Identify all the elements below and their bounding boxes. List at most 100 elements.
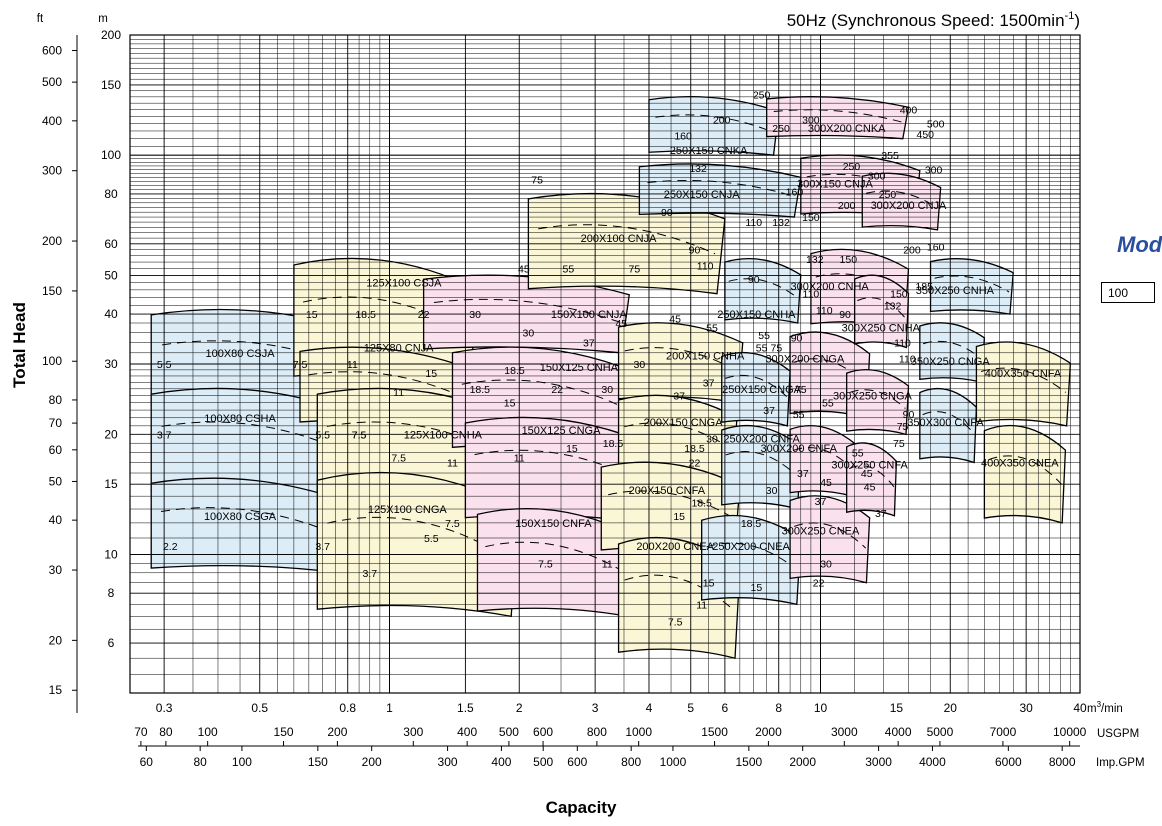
pump-model-label: 300X250 CNFA — [831, 460, 908, 472]
pump-model-label: 350X250 CNGA — [911, 356, 991, 368]
motor-power-label: 450 — [916, 129, 934, 141]
impeller-curve-21 — [706, 542, 797, 570]
motor-power-label: 7.5 — [352, 429, 367, 441]
pump-model-label: 250X200 CNFA — [723, 434, 800, 446]
pump-model-label: 100X80 CSJA — [205, 348, 275, 360]
pump-model-label: 100X80 CSGA — [204, 511, 277, 523]
motor-power-label: 15 — [751, 582, 763, 594]
pump-model-label: 400X350 CNFA — [985, 368, 1062, 380]
motor-power-label: 75 — [897, 421, 909, 433]
motor-power-label: 37 — [797, 468, 809, 480]
motor-power-label: 15 — [703, 578, 715, 590]
motor-power-label: 75 — [795, 384, 807, 396]
pump-model-label: 300X250 CNHA — [842, 323, 921, 335]
impgpm-tick-label: 800 — [621, 755, 641, 769]
motor-power-label: 37 — [703, 377, 715, 389]
ft-tick-label: 70 — [49, 416, 63, 430]
motor-power-label: 90 — [903, 409, 915, 421]
impeller-curve-26 — [793, 447, 852, 469]
motor-power-label: 132 — [689, 163, 707, 175]
usgpm-tick-label: 3000 — [831, 725, 858, 739]
pump-model-label: 350X300 CNFA — [907, 417, 984, 429]
impgpm-tick-label: 6000 — [995, 755, 1022, 769]
motor-power-label: 132 — [884, 301, 902, 313]
motor-power-label: 15 — [425, 368, 437, 380]
motor-power-label: 160 — [786, 187, 804, 199]
motor-power-label: 300 — [925, 165, 943, 177]
motor-power-label: 15 — [673, 511, 685, 523]
motor-power-label: 200 — [838, 200, 856, 212]
motor-power-label: 11 — [447, 458, 458, 470]
x-tick-label: 2 — [516, 701, 523, 715]
motor-power-label: 37 — [673, 391, 685, 403]
motor-power-label: 30 — [766, 485, 778, 497]
pump-model-label: 150X125 CNHA — [540, 362, 619, 374]
motor-power-label: 7.5 — [445, 518, 460, 530]
m-tick-label: 20 — [104, 427, 118, 441]
usgpm-tick-label: 7000 — [990, 725, 1017, 739]
motor-power-label: 18.5 — [691, 497, 712, 509]
ft-tick-label: 40 — [49, 513, 63, 527]
motor-power-label: 5.5 — [424, 533, 439, 545]
usgpm-tick-label: 1000 — [625, 725, 652, 739]
ft-tick-label: 150 — [42, 284, 62, 298]
ft-tick-label: 200 — [42, 234, 62, 248]
usgpm-tick-label: 70 — [134, 725, 148, 739]
ft-tick-label: 60 — [49, 443, 63, 457]
impgpm-tick-label: 8000 — [1049, 755, 1076, 769]
motor-power-label: 55 — [758, 330, 770, 342]
motor-power-label: 45 — [864, 482, 876, 494]
impeller-curve-8 — [461, 379, 631, 411]
motor-power-label: 250 — [772, 123, 790, 135]
impeller-curve-9 — [474, 449, 641, 482]
motor-power-label: 150 — [840, 254, 858, 266]
m-tick-label: 150 — [101, 78, 121, 92]
motor-power-label: 185 — [915, 281, 933, 293]
motor-power-label: 90 — [689, 245, 701, 257]
impgpm-tick-label: 100 — [232, 755, 252, 769]
impgpm-tick-label: 600 — [567, 755, 587, 769]
pump-model-label: 250X150 CNKA — [670, 145, 748, 157]
motor-power-label: 110 — [745, 217, 762, 229]
m-tick-label: 200 — [101, 28, 121, 42]
usgpm-tick-label: 10000 — [1053, 725, 1087, 739]
pump-model-label: 100X80 CSHA — [204, 413, 276, 425]
x-tick-label: 0.3 — [156, 701, 173, 715]
motor-power-label: 37 — [875, 508, 887, 520]
pump-model-label: 250X200 CNEA — [712, 541, 790, 553]
motor-power-label: 22 — [689, 458, 701, 470]
ft-axis-unit: ft — [37, 13, 44, 25]
motor-power-label: 18.5 — [684, 443, 705, 455]
motor-power-label: 55 — [756, 342, 768, 354]
motor-power-label: 18.5 — [504, 365, 525, 377]
impeller-curve-27 — [793, 522, 866, 549]
motor-power-label: 90 — [791, 332, 803, 344]
chart-title: 50Hz (Synchronous Speed: 1500min-1) — [787, 10, 1080, 30]
side-panel-value-box: 100 — [1101, 282, 1155, 303]
ft-tick-label: 400 — [42, 114, 62, 128]
motor-power-label: 7.5 — [293, 359, 308, 371]
pump-model-label: 350X250 CNHA — [916, 285, 995, 297]
pump-model-label: 200X150 CNHA — [666, 351, 745, 363]
ft-tick-label: 30 — [49, 563, 63, 577]
motor-power-label: 132 — [772, 217, 790, 229]
pump-model-label: 300X200 CNKA — [808, 123, 886, 135]
motor-power-label: 250 — [753, 89, 771, 101]
motor-power-label: 132 — [806, 254, 824, 266]
usgpm-tick-label: 80 — [159, 725, 173, 739]
pump-model-label: 300X200 CNJA — [871, 200, 947, 212]
impeller-curve-25 — [793, 358, 866, 384]
motor-power-label: 355 — [881, 150, 899, 162]
m-tick-label: 15 — [104, 477, 118, 491]
impgpm-tick-label: 2000 — [789, 755, 816, 769]
pump-model-label: 300X200 CNHA — [790, 281, 869, 293]
motor-power-label: 300 — [802, 114, 820, 126]
usgpm-tick-label: 400 — [457, 725, 477, 739]
motor-power-label: 45 — [615, 318, 627, 330]
motor-power-label: 55 — [563, 264, 575, 276]
motor-power-label: 37 — [815, 496, 827, 508]
motor-power-label: 3.7 — [315, 541, 330, 553]
motor-power-label: 160 — [927, 242, 945, 254]
